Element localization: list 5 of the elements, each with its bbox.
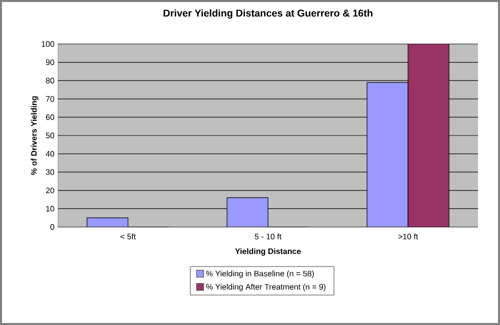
bar: [408, 44, 450, 227]
bar: [87, 218, 128, 227]
bar: [366, 82, 408, 227]
bar: [226, 197, 268, 227]
chart-title: Driver Yielding Distances at Guerrero & 16th: [164, 9, 372, 19]
